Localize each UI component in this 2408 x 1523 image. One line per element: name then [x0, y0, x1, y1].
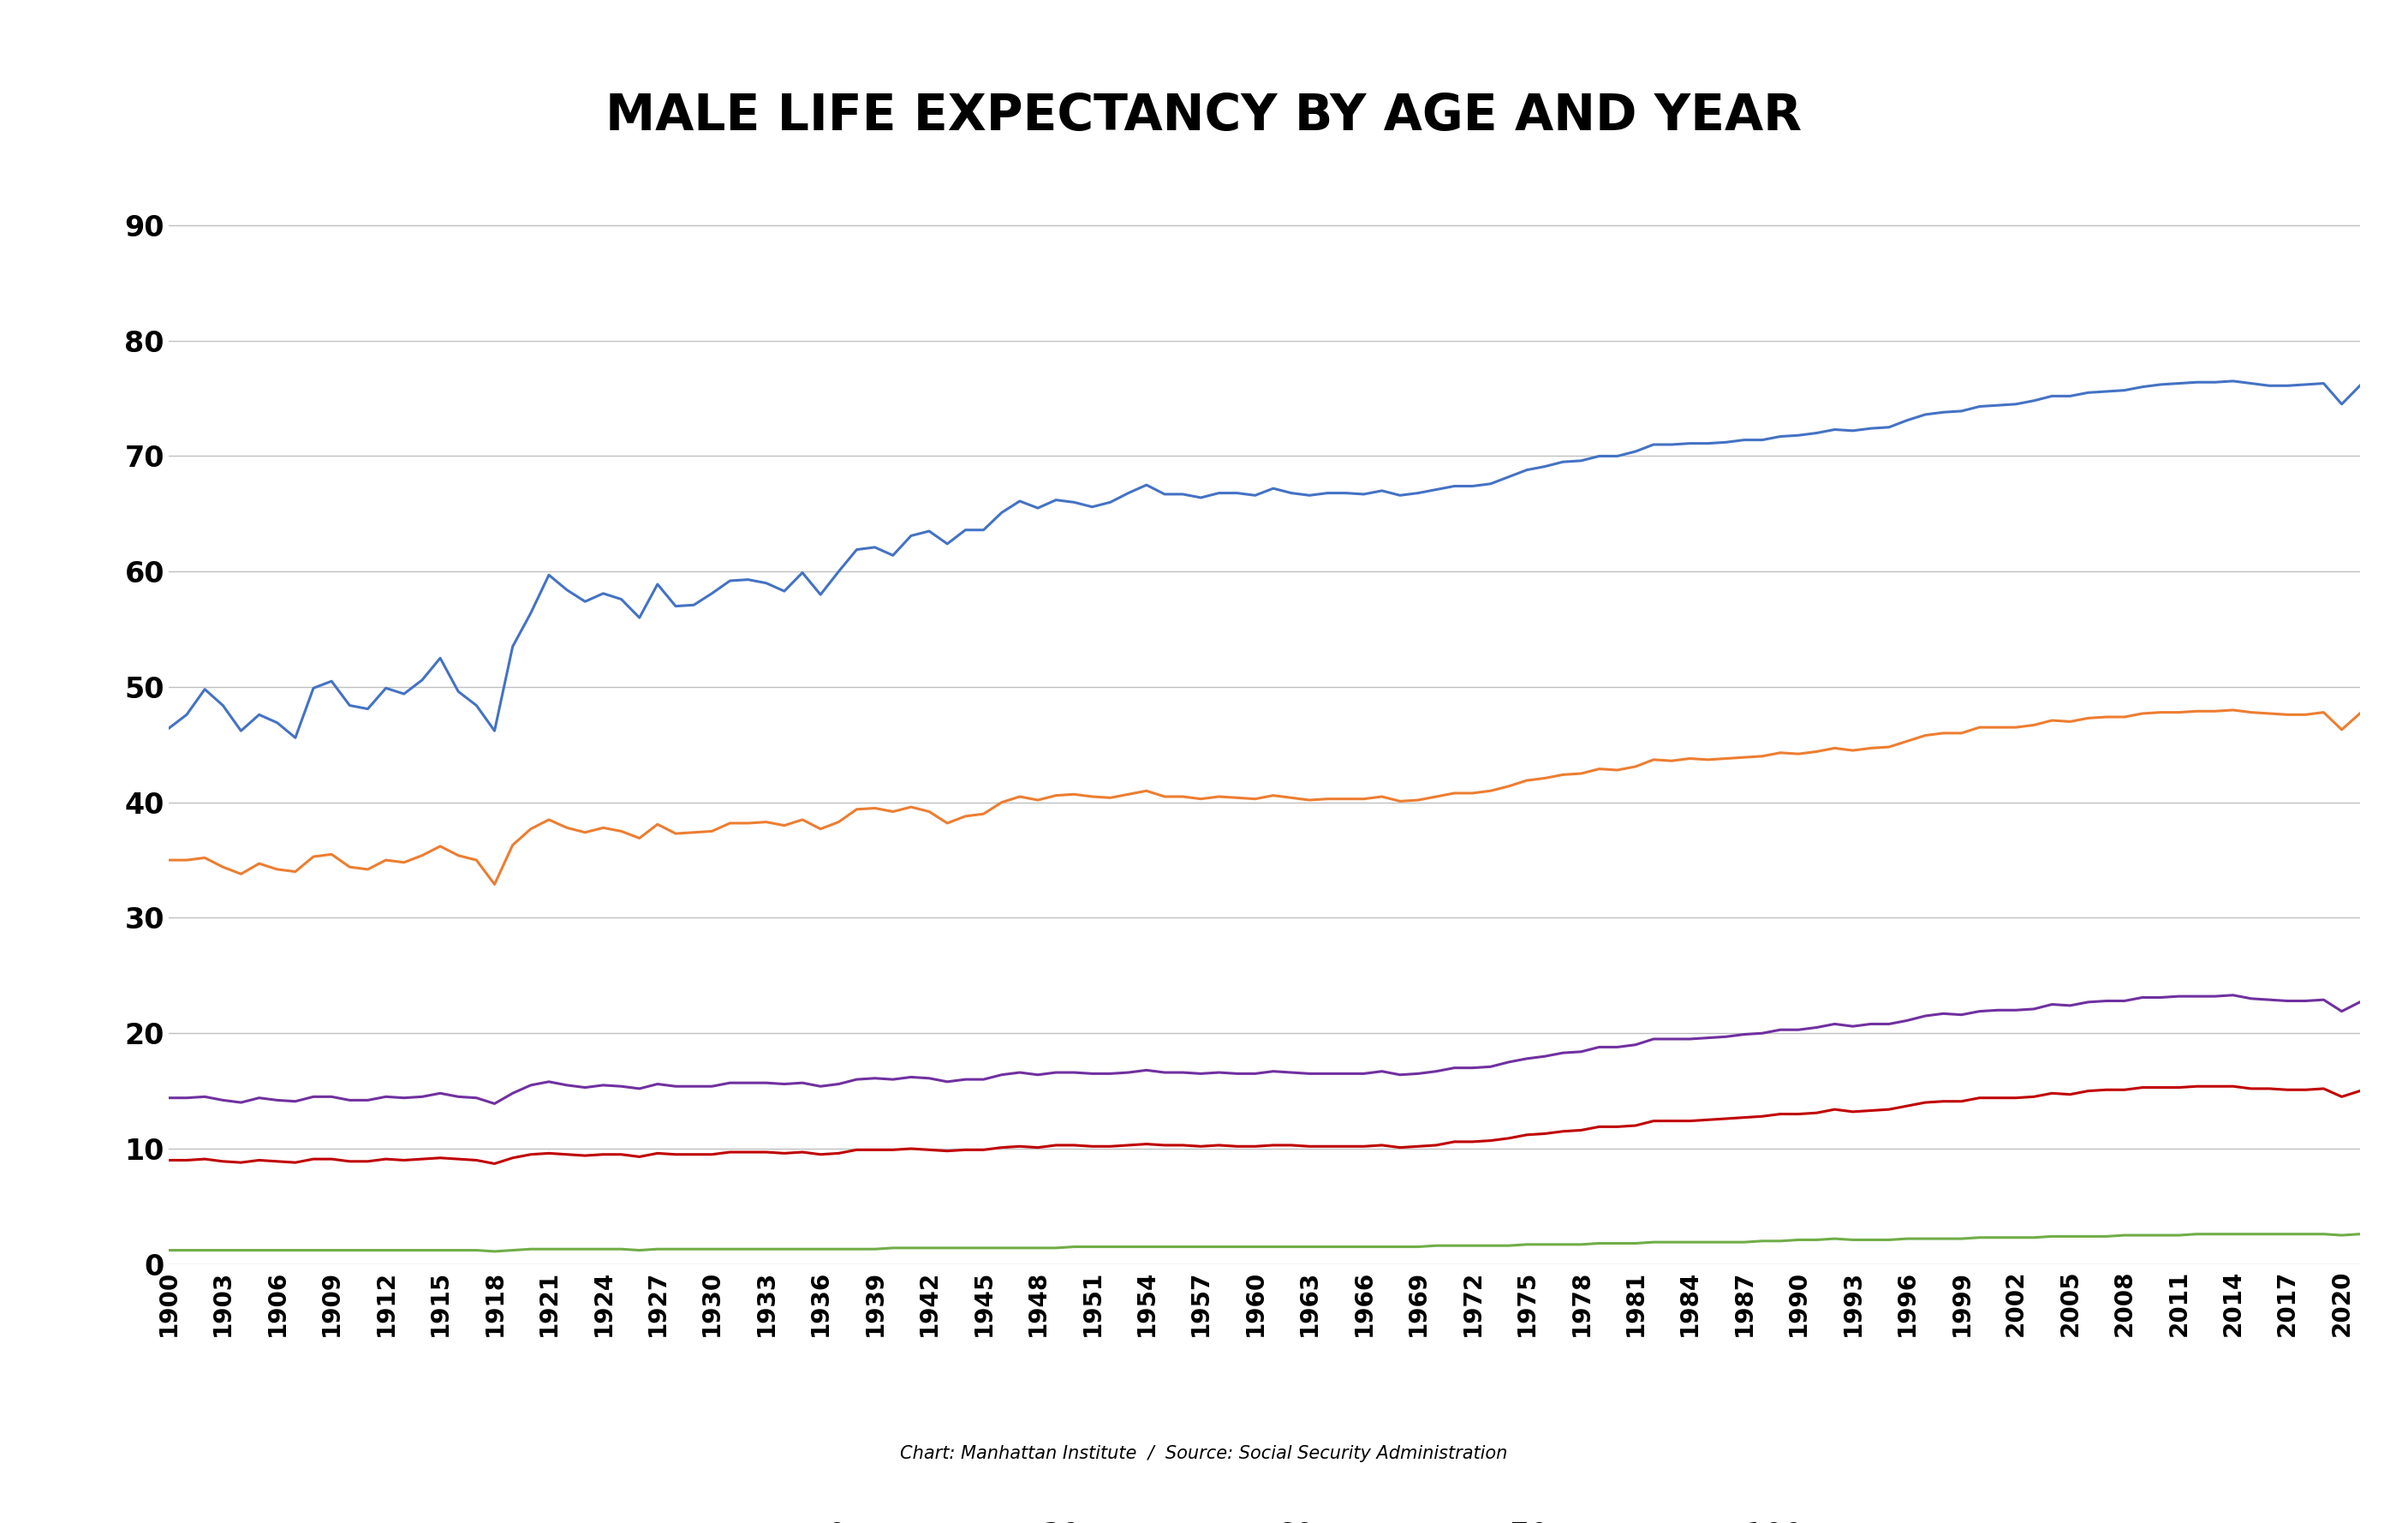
30 [879, 803, 908, 821]
70 [479, 1154, 508, 1173]
60 [2201, 987, 2230, 1005]
0 [154, 719, 183, 737]
70 [154, 1151, 183, 1170]
60 [154, 1089, 183, 1107]
30 [1568, 765, 1597, 783]
100 [879, 1238, 908, 1256]
0 [2218, 372, 2247, 390]
70 [2218, 1077, 2247, 1095]
100 [2345, 1224, 2374, 1243]
70 [1368, 1136, 1397, 1154]
60 [679, 1077, 708, 1095]
60 [2309, 990, 2338, 1008]
100 [479, 1243, 508, 1261]
70 [879, 1141, 908, 1159]
100 [2218, 1224, 2247, 1243]
70 [2309, 1080, 2338, 1098]
Text: MALE LIFE EXPECTANCY BY AGE AND YEAR: MALE LIFE EXPECTANCY BY AGE AND YEAR [607, 91, 1801, 140]
70 [679, 1145, 708, 1164]
Line: 60: 60 [169, 995, 2360, 1104]
Line: 30: 30 [169, 710, 2360, 885]
70 [1568, 1121, 1597, 1139]
Legend: 0, 30, 60, 70, 100: 0, 30, 60, 70, 100 [725, 1521, 1804, 1523]
0 [2345, 376, 2374, 394]
60 [1568, 1043, 1597, 1062]
0 [2309, 375, 2338, 393]
100 [679, 1240, 708, 1258]
0 [879, 547, 908, 565]
100 [2182, 1224, 2211, 1243]
30 [2345, 704, 2374, 722]
60 [879, 1071, 908, 1089]
30 [154, 851, 183, 870]
30 [1368, 787, 1397, 806]
Line: 100: 100 [169, 1234, 2360, 1252]
60 [2345, 993, 2374, 1011]
60 [479, 1095, 508, 1113]
Line: 70: 70 [169, 1086, 2360, 1164]
70 [2182, 1077, 2211, 1095]
Text: Chart: Manhattan Institute  /  Source: Social Security Administration: Chart: Manhattan Institute / Source: Soc… [901, 1445, 1507, 1462]
60 [1368, 1062, 1397, 1080]
30 [479, 876, 508, 894]
Line: 0: 0 [169, 381, 2360, 737]
70 [2345, 1081, 2374, 1100]
100 [1368, 1238, 1397, 1256]
0 [1568, 452, 1597, 471]
0 [282, 728, 311, 746]
0 [2201, 373, 2230, 391]
100 [2309, 1224, 2338, 1243]
100 [154, 1241, 183, 1260]
30 [2218, 701, 2247, 719]
60 [2218, 985, 2247, 1004]
30 [679, 824, 708, 842]
100 [1568, 1235, 1597, 1253]
0 [1368, 481, 1397, 500]
0 [679, 595, 708, 614]
30 [2201, 702, 2230, 720]
30 [2309, 704, 2338, 722]
